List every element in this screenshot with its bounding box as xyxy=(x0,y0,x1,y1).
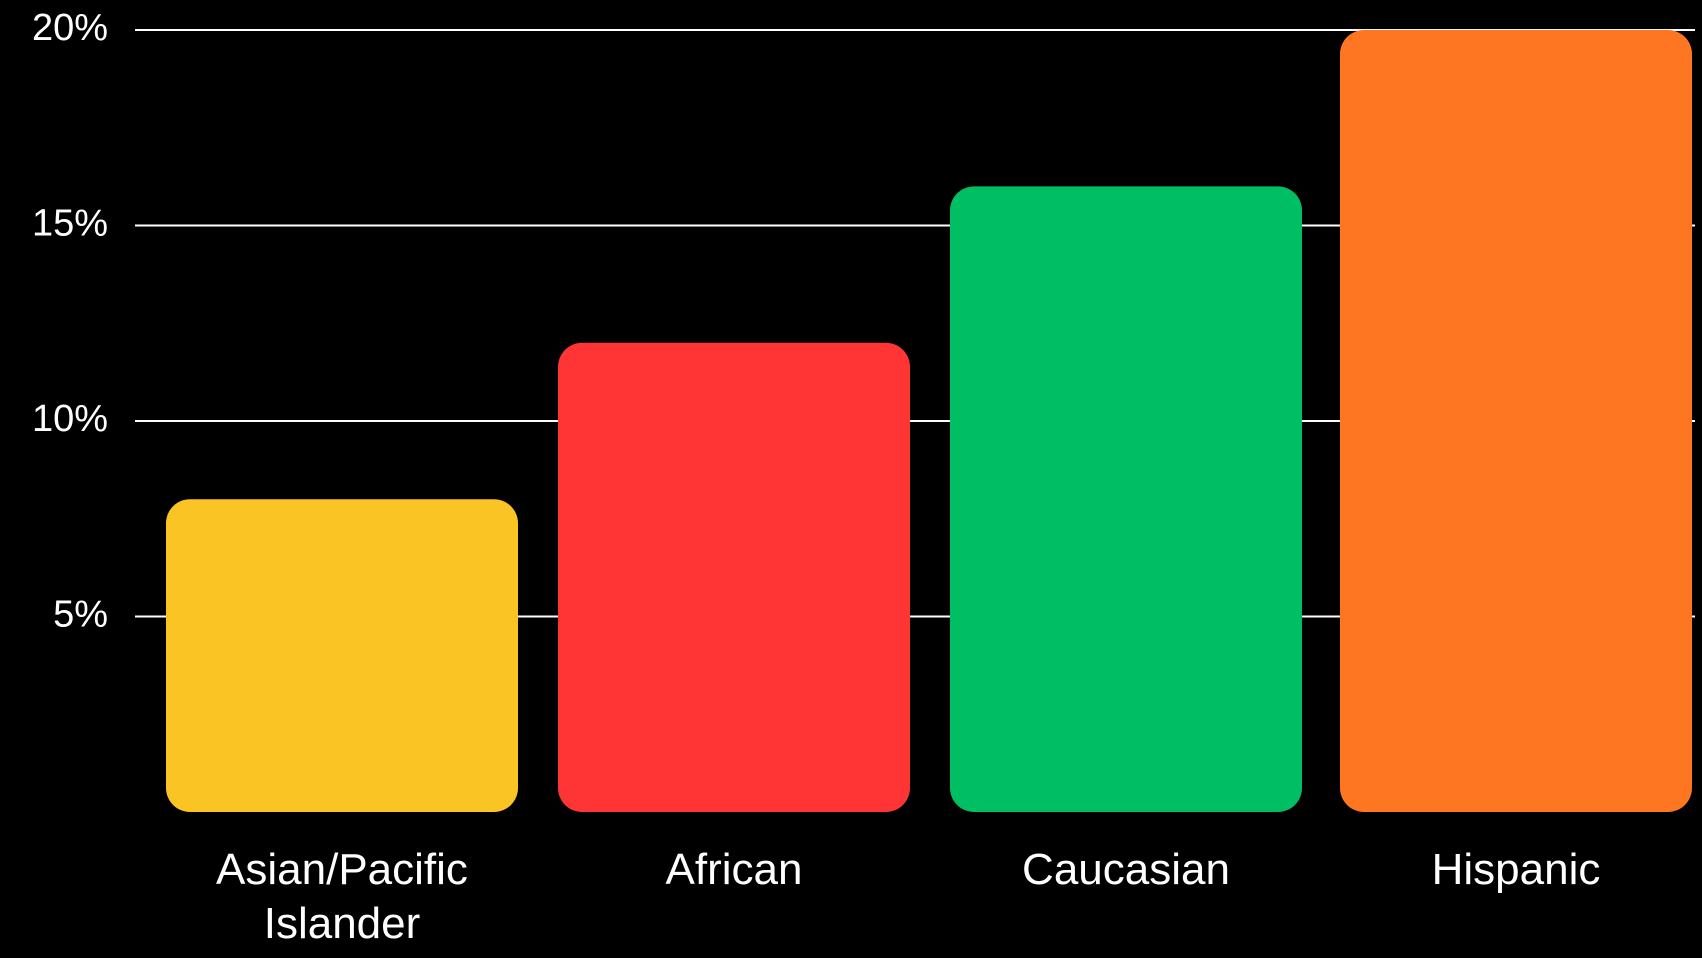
bar-hispanic xyxy=(1340,30,1692,812)
bar-asian-pacific-islander xyxy=(166,499,518,812)
y-tick-label: 5% xyxy=(53,594,108,636)
bar-african xyxy=(558,342,910,812)
x-category-label-line: Islander xyxy=(264,899,421,948)
x-category-label: Caucasian xyxy=(1022,845,1230,894)
y-tick-label: 15% xyxy=(32,203,108,245)
bar-caucasian xyxy=(950,186,1302,812)
bars xyxy=(166,30,1692,812)
x-category-label: Hispanic xyxy=(1432,845,1601,894)
x-category-label-line: Hispanic xyxy=(1432,845,1601,894)
x-category-label: African xyxy=(666,845,803,894)
x-axis-labels: Asian/Pacific Islander African Caucasian His… xyxy=(216,845,1600,948)
y-tick-label: 20% xyxy=(32,7,108,49)
x-category-label: Asian/Pacific Islander xyxy=(216,845,468,948)
x-category-label-line: Asian/Pacific xyxy=(216,845,468,894)
y-tick-label: 10% xyxy=(32,398,108,440)
x-category-label-line: Caucasian xyxy=(1022,845,1230,894)
x-category-label-line: African xyxy=(666,845,803,894)
y-axis-ticks: 5% 10% 15% 20% xyxy=(32,7,108,636)
